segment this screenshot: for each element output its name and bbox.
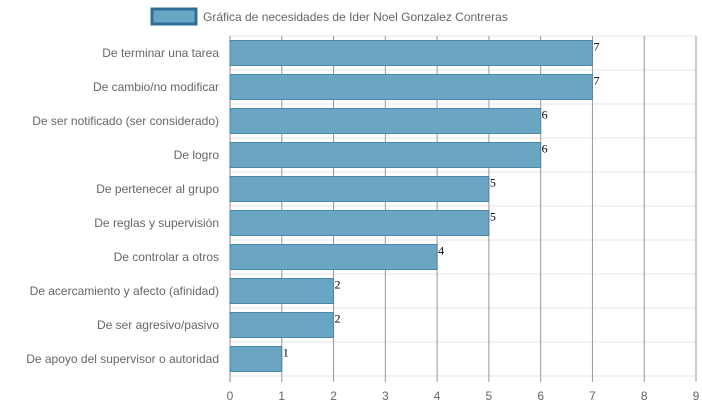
legend[interactable]: Gráfica de necesidades de Ider Noel Gonz… — [150, 7, 508, 26]
category-label: De terminar una tarea — [102, 46, 219, 60]
bar — [229, 210, 490, 236]
bar — [229, 142, 542, 168]
data-label: 5 — [490, 210, 496, 224]
bar — [229, 278, 335, 304]
category-label: De reglas y supervisión — [94, 216, 219, 230]
data-label: 6 — [542, 142, 548, 156]
data-label: 7 — [593, 40, 599, 54]
bars: 7 7 6 6 5 5 4 2 2 1 — [229, 40, 599, 372]
x-tick-label: 2 — [330, 389, 337, 403]
bar — [229, 108, 542, 134]
data-label: 4 — [438, 244, 444, 258]
data-label: 5 — [490, 176, 496, 190]
data-label: 7 — [593, 74, 599, 88]
x-tick-label: 9 — [693, 389, 700, 403]
x-tick-label: 7 — [589, 389, 596, 403]
category-label: De cambio/no modificar — [93, 80, 219, 94]
data-label: 1 — [283, 346, 289, 360]
category-label: De acercamiento y afecto (afinidad) — [30, 284, 219, 298]
category-label: De pertenecer al grupo — [96, 182, 219, 196]
bar — [229, 176, 490, 202]
category-label: De logro — [174, 148, 220, 162]
axes: De terminar una tarea De cambio/no modifi… — [26, 46, 699, 403]
x-tick-label: 4 — [434, 389, 441, 403]
bar — [229, 40, 593, 66]
category-label: De ser notificado (ser considerado) — [32, 114, 219, 128]
category-label: De ser agresivo/pasivo — [97, 318, 219, 332]
bar — [229, 312, 335, 338]
data-label: 6 — [542, 108, 548, 122]
bar — [229, 244, 438, 270]
bar — [229, 346, 283, 372]
x-tick-label: 6 — [537, 389, 544, 403]
legend-swatch — [150, 7, 198, 26]
category-label: De controlar a otros — [114, 250, 219, 264]
x-tick-label: 5 — [486, 389, 493, 403]
data-label: 2 — [335, 312, 341, 326]
x-tick-label: 1 — [278, 389, 285, 403]
x-tick-label: 3 — [382, 389, 389, 403]
bar — [229, 74, 593, 100]
data-label: 2 — [335, 278, 341, 292]
x-tick-label: 0 — [227, 389, 234, 403]
category-label: De apoyo del supervisor o autoridad — [26, 352, 219, 366]
x-tick-label: 8 — [641, 389, 648, 403]
legend-label: Gráfica de necesidades de Ider Noel Gonz… — [203, 10, 508, 24]
